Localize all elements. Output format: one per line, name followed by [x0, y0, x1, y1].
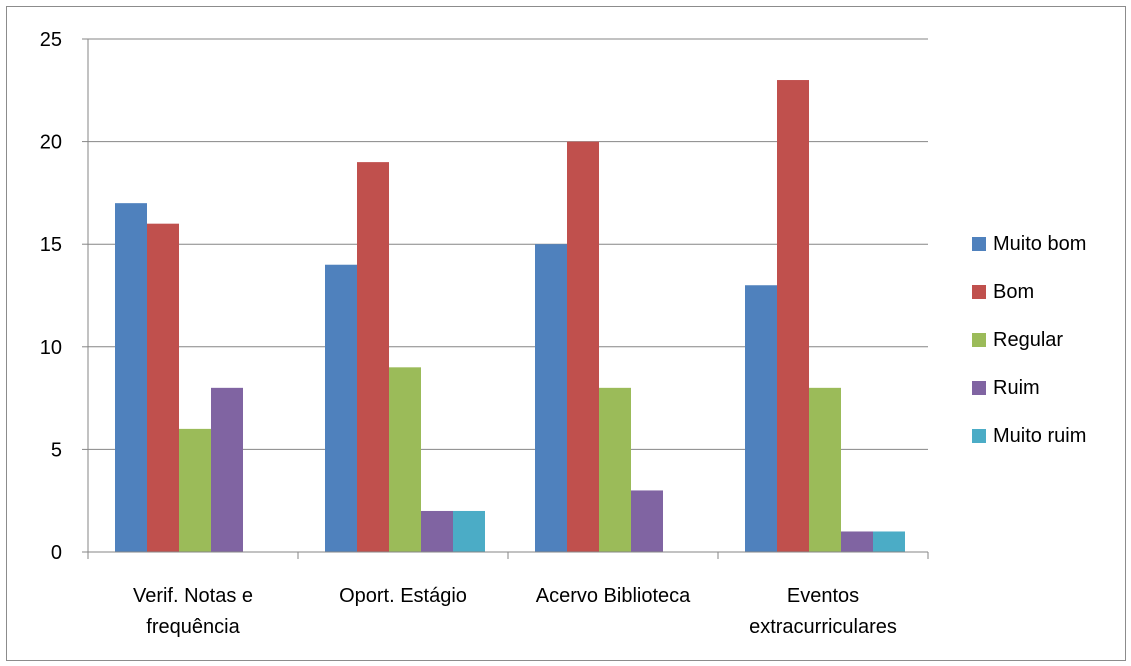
bar-ruim — [211, 387, 243, 552]
legend-label: Muito bom — [993, 233, 1086, 255]
x-category-label: frequência — [146, 616, 240, 638]
y-tick-label: 0 — [51, 542, 62, 564]
legend: Muito bom Bom Regular Ruim Muito ruim — [972, 233, 1086, 447]
bar-ruim — [631, 490, 663, 552]
legend-swatch — [972, 429, 986, 443]
bar-ruim — [841, 531, 873, 552]
x-category-label: Oport. Estágio — [339, 585, 467, 607]
bar-bom — [147, 223, 179, 552]
bar-ruim — [421, 510, 453, 552]
y-tick-label: 10 — [40, 337, 62, 359]
legend-swatch — [972, 333, 986, 347]
bar-muito-bom — [115, 203, 147, 552]
bar-regular — [179, 428, 211, 552]
bar-muito-ruim — [873, 531, 905, 552]
legend-swatch — [972, 285, 986, 299]
y-tick-label: 15 — [40, 234, 62, 256]
x-category-label: Acervo Biblioteca — [536, 585, 691, 607]
bars — [115, 80, 905, 552]
legend-label: Regular — [993, 329, 1063, 351]
y-tick-label: 25 — [40, 29, 62, 51]
y-tick-label: 5 — [51, 439, 62, 461]
bar-bom — [567, 141, 599, 552]
bar-regular — [389, 367, 421, 552]
bar-regular — [599, 387, 631, 552]
x-category-label: Verif. Notas e — [133, 585, 253, 607]
legend-label: Muito ruim — [993, 425, 1086, 447]
axes: 0 5 10 15 20 25 Verif. Notas e frequência Oport.… — [40, 29, 929, 638]
bar-muito-bom — [745, 285, 777, 552]
bar-muito-bom — [325, 264, 357, 552]
bar-bom — [777, 80, 809, 552]
legend-swatch — [972, 381, 986, 395]
legend-swatch — [972, 237, 986, 251]
bar-regular — [809, 387, 841, 552]
y-tick-label: 20 — [40, 132, 62, 154]
bar-bom — [357, 162, 389, 552]
x-category-label: Eventos — [787, 585, 859, 607]
x-category-label: extracurriculares — [749, 616, 897, 638]
bar-muito-bom — [535, 244, 567, 552]
legend-label: Bom — [993, 281, 1034, 303]
bar-muito-ruim — [453, 510, 485, 552]
legend-label: Ruim — [993, 377, 1040, 399]
